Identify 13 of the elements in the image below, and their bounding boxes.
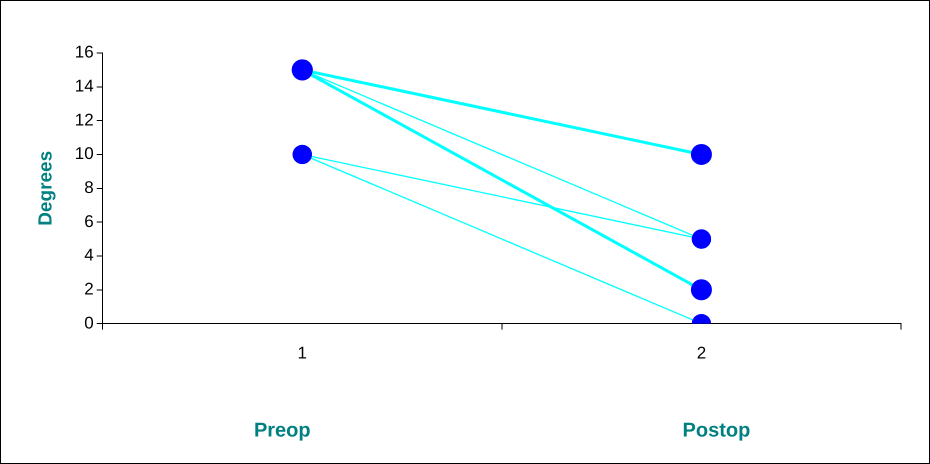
- y-tick-label: 10: [74, 144, 94, 164]
- x-tick-label: 1: [298, 343, 308, 362]
- y-tick-label: 12: [74, 110, 94, 130]
- y-tick-label: 0: [84, 313, 94, 332]
- y-tick-label: 16: [74, 42, 94, 62]
- text: Preop: [254, 420, 311, 442]
- y-tick-label: 2: [84, 279, 94, 298]
- y-tick-label: 8: [84, 178, 94, 197]
- y-tick-label: 4: [84, 246, 94, 265]
- y-tick-label: 14: [74, 76, 94, 96]
- y-tick-label: 6: [84, 212, 94, 231]
- y-axis-title: Degrees: [36, 150, 57, 226]
- text: Postop: [682, 420, 750, 442]
